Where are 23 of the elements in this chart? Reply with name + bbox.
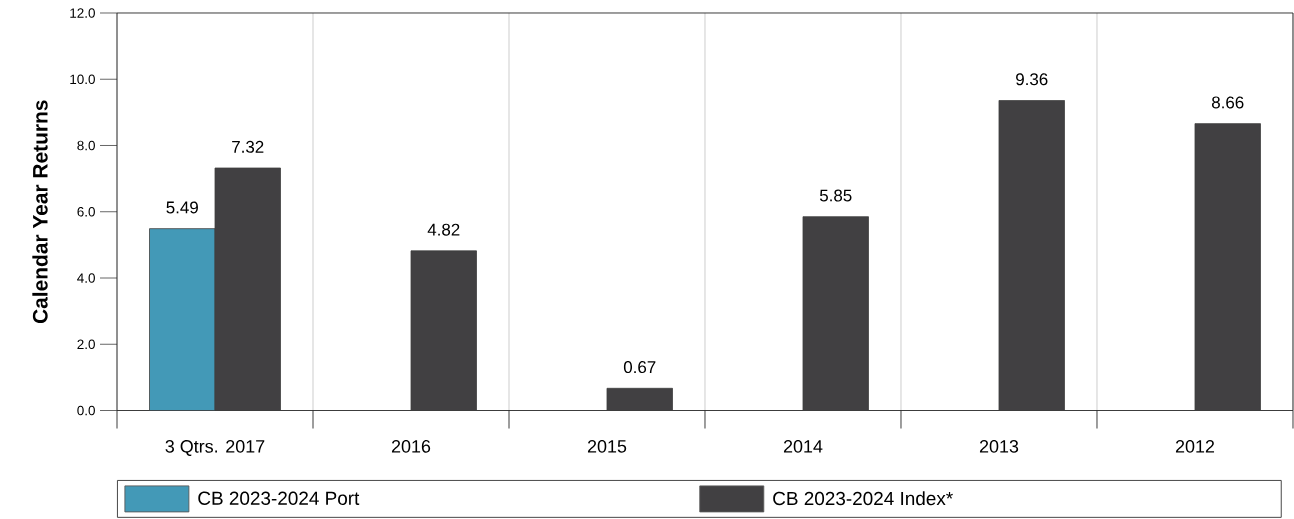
y-tick-label: 4.0 bbox=[77, 273, 95, 283]
data-label: 5.85 bbox=[819, 189, 852, 202]
x-tick-label: 2014 bbox=[783, 440, 823, 453]
data-label: 7.32 bbox=[232, 140, 264, 153]
y-tick-label: 6.0 bbox=[77, 206, 95, 217]
y-tick-label: 8.0 bbox=[77, 140, 95, 151]
y-tick-label: 2.0 bbox=[77, 339, 95, 349]
x-tick-label: 2013 bbox=[979, 440, 1019, 453]
y-axis-title: Calendar Year Returns bbox=[32, 100, 48, 324]
y-tick-label: 0.0 bbox=[77, 405, 95, 416]
x-tick-label: 2012 bbox=[1175, 440, 1215, 453]
data-label: 4.82 bbox=[427, 223, 460, 236]
x-tick-label: 2016 bbox=[391, 440, 431, 453]
data-label: 9.36 bbox=[1016, 73, 1048, 86]
data-label: 8.66 bbox=[1212, 96, 1244, 109]
x-tick-label: 3 Qtrs. 2017 bbox=[165, 440, 265, 456]
legend-label: CB 2023-2024 Index* bbox=[773, 491, 953, 506]
legend-label: CB 2023-2024 Port bbox=[198, 491, 360, 505]
data-label: 5.49 bbox=[166, 201, 198, 214]
y-tick-label: 12.0 bbox=[70, 8, 95, 18]
y-tick-label: 10.0 bbox=[70, 74, 95, 84]
x-tick-label: 2015 bbox=[587, 440, 627, 453]
data-label: 0.67 bbox=[623, 361, 656, 374]
